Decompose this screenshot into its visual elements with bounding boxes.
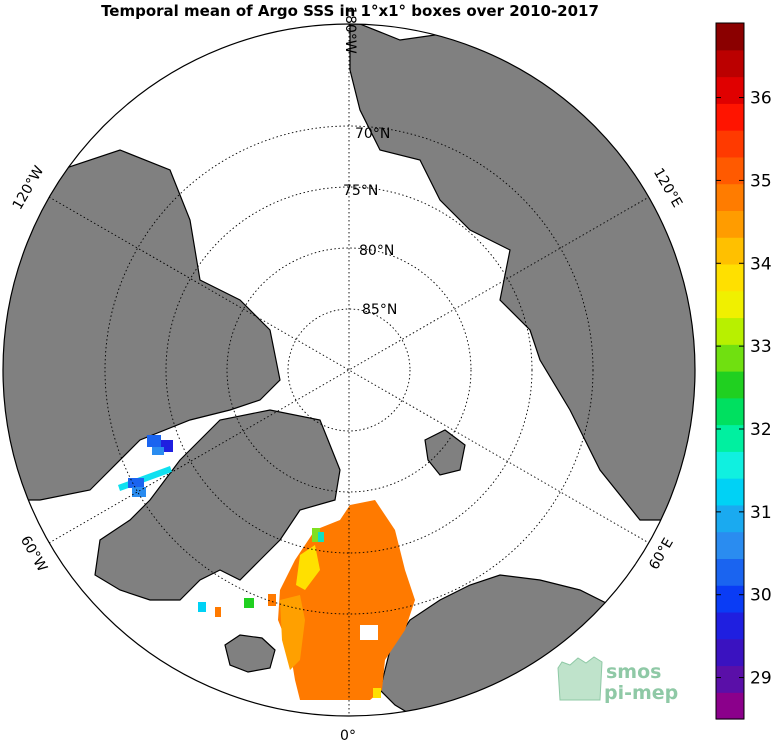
salinity-east-edge — [373, 688, 381, 698]
land-greenland — [94, 409, 341, 601]
colorbar-tick-label: 33 — [750, 337, 772, 357]
colorbar-swatch — [716, 531, 744, 559]
logo-line-2: pi-mep — [604, 682, 678, 704]
lon-label-0: 0° — [340, 728, 356, 744]
colorbar-swatch — [716, 611, 744, 640]
colorbar-frame — [715, 22, 745, 720]
colorbar-swatch — [716, 103, 744, 131]
colorbar-swatch — [716, 76, 744, 104]
salinity-west-cells — [198, 602, 206, 612]
lat-label-80: 80°N — [359, 243, 394, 259]
colorbar-swatch — [716, 451, 744, 479]
map-boundary — [2, 23, 696, 717]
latitude-labels: 70°N 75°N 80°N 85°N — [343, 126, 397, 318]
colorbar-swatch — [716, 156, 744, 185]
lon-label-180: 180°W — [342, 6, 358, 54]
colorbar-swatch — [716, 558, 744, 586]
colorbar-swatch — [716, 290, 744, 319]
salinity-gap — [360, 625, 378, 640]
smos-pimep-logo: smos pi-mep — [557, 656, 678, 704]
colorbar-tick-label: 34 — [750, 254, 772, 274]
colorbar-ticks: 29 30 31 32 33 34 35 36 — [716, 89, 772, 689]
colorbar-swatch — [716, 49, 744, 78]
colorbar-swatches — [716, 23, 744, 720]
salinity-iceland-orange — [268, 594, 276, 606]
lon-label-120e: 120°E — [650, 166, 685, 211]
salinity-field — [118, 435, 415, 700]
parallel-80 — [226, 247, 472, 493]
colorbar-tick-label: 31 — [750, 503, 772, 523]
land-canada — [3, 149, 281, 501]
colorbar-tick-label: 29 — [750, 669, 772, 689]
meridian-120 — [48, 196, 650, 544]
lon-label-120w: 120°W — [10, 163, 48, 212]
salinity-blue-3 — [152, 447, 164, 455]
colorbar-swatch — [716, 478, 744, 506]
salinity-blue-5 — [132, 487, 146, 497]
colorbar-tick-label: 35 — [750, 171, 772, 191]
colorbar-tick-label: 36 — [750, 89, 772, 109]
lon-label-60w: 60°W — [17, 533, 50, 575]
colorbar-swatch — [716, 504, 744, 533]
salinity-iceland-cell — [244, 598, 254, 608]
salinity-west-band — [280, 595, 305, 670]
colorbar-swatch — [716, 585, 744, 613]
parallel-85 — [287, 308, 411, 432]
logo-line-1: smos — [606, 661, 661, 683]
lon-label-60e: 60°E — [646, 535, 677, 572]
lat-label-70: 70°N — [355, 126, 390, 142]
logo-wave-icon — [557, 656, 603, 701]
colorbar-swatch — [716, 397, 744, 426]
colorbar-swatch — [716, 638, 744, 667]
salinity-blue-4 — [128, 478, 144, 488]
colorbar-swatch — [716, 344, 744, 372]
colorbar-swatch — [716, 23, 744, 51]
parallel-70 — [104, 125, 594, 615]
colorbar: 29 30 31 32 33 34 35 36 — [715, 22, 772, 720]
map-title: Temporal mean of Argo SSS in 1°x1° boxes… — [101, 2, 599, 20]
colorbar-tick-label: 32 — [750, 420, 772, 440]
colorbar-swatch — [716, 665, 744, 693]
colorbar-swatch — [716, 183, 744, 211]
meridian-60 — [48, 196, 650, 544]
salinity-green-cell — [312, 528, 320, 542]
land-svalbard — [424, 429, 466, 476]
lat-label-75: 75°N — [343, 183, 378, 199]
colorbar-swatch — [716, 692, 744, 720]
lat-label-85: 85°N — [362, 302, 397, 318]
colorbar-swatch — [716, 237, 744, 265]
colorbar-swatch — [716, 210, 744, 238]
graticule — [48, 24, 650, 716]
salinity-west-orange — [215, 607, 221, 617]
colorbar-tick-label: 30 — [750, 586, 772, 606]
parallel-75 — [165, 186, 533, 554]
salinity-blue-1 — [147, 435, 161, 447]
colorbar-swatch — [716, 263, 744, 292]
colorbar-swatch — [716, 130, 744, 158]
colorbar-swatch — [716, 317, 744, 345]
salinity-cyan-cell — [318, 532, 324, 542]
land-iceland — [224, 634, 276, 673]
colorbar-swatch — [716, 371, 744, 399]
salinity-west-edge — [296, 545, 320, 590]
